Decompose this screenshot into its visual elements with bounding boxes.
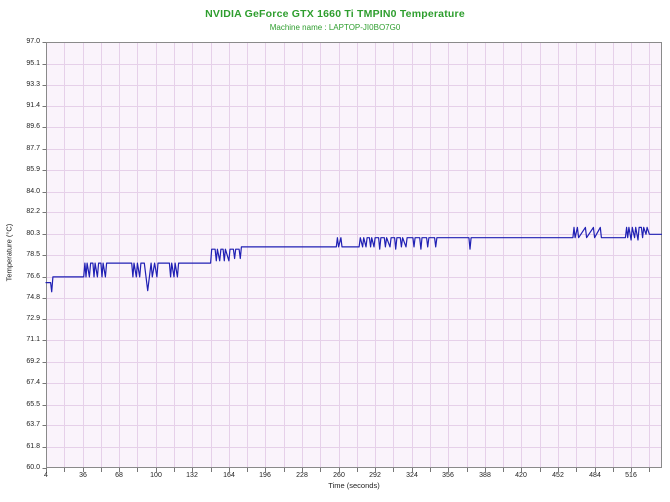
x-tick-label: 452 [552, 472, 564, 479]
chart-subtitle: Machine name : LAPTOP-JI0BO7G0 [269, 23, 401, 32]
x-tick-label: 292 [369, 472, 381, 479]
x-tick-label: 324 [406, 472, 418, 479]
x-tick-label: 164 [223, 472, 235, 479]
x-tick-label: 260 [333, 472, 345, 479]
y-tick-label: 67.4 [26, 379, 40, 386]
chart-title: NVIDIA GeForce GTX 1660 Ti TMPIN0 Temper… [205, 8, 465, 20]
x-tick-label: 228 [296, 472, 308, 479]
y-tick-label: 93.3 [26, 81, 40, 88]
x-tick-label: 356 [442, 472, 454, 479]
x-tick-label: 484 [589, 472, 601, 479]
y-tick-label: 61.8 [26, 443, 40, 450]
x-tick-label: 132 [186, 472, 198, 479]
x-tick-label: 196 [259, 472, 271, 479]
x-tick-label: 4 [44, 472, 48, 479]
y-tick-label: 84.0 [26, 188, 40, 195]
y-tick-label: 80.3 [26, 230, 40, 237]
y-tick-label: 85.9 [26, 166, 40, 173]
temperature-line-chart [42, 42, 662, 472]
y-tick-label: 63.7 [26, 421, 40, 428]
y-tick-label: 91.4 [26, 102, 40, 109]
y-tick-label: 76.6 [26, 273, 40, 280]
y-tick-label: 95.1 [26, 60, 40, 67]
y-tick-label: 78.5 [26, 251, 40, 258]
x-tick-label: 388 [479, 472, 491, 479]
x-tick-label: 516 [625, 472, 637, 479]
y-tick-label: 69.2 [26, 358, 40, 365]
y-tick-label: 65.5 [26, 401, 40, 408]
y-tick-label: 87.7 [26, 145, 40, 152]
y-tick-label: 72.9 [26, 315, 40, 322]
x-axis-title: Time (seconds) [328, 481, 380, 490]
x-tick-label: 100 [150, 472, 162, 479]
x-tick-label: 420 [515, 472, 527, 479]
y-tick-label: 71.1 [26, 336, 40, 343]
y-tick-label: 82.2 [26, 208, 40, 215]
y-tick-label: 60.0 [26, 464, 40, 471]
y-tick-label: 89.6 [26, 123, 40, 130]
y-tick-label: 97.0 [26, 38, 40, 45]
y-tick-label: 74.8 [26, 294, 40, 301]
x-tick-label: 68 [115, 472, 123, 479]
x-tick-label: 36 [79, 472, 87, 479]
